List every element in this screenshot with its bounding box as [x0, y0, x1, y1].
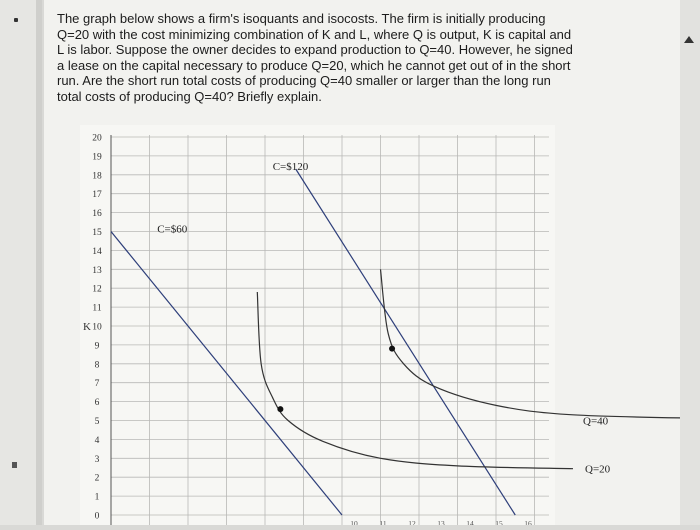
y-tick-label: 18	[92, 171, 102, 181]
y-tick-label: 15	[92, 228, 102, 238]
y-tick-label: 2	[95, 474, 100, 484]
y-tick-label: 13	[92, 266, 102, 276]
y-tick-label: 9	[95, 341, 100, 351]
y-tick-label: 7	[95, 379, 100, 389]
x-tick-label: 12	[408, 519, 416, 525]
isoquant-label: Q=40	[583, 416, 609, 428]
chart: 0 1 2 3 4 5 6 7 8 9 10 11 12 13 14 15 16 17 18 19 20 K 10 11 12 1…	[44, 125, 700, 528]
y-tick-label: 20	[92, 134, 102, 144]
y-tick-label: 14	[92, 247, 102, 257]
y-tick-label: 19	[92, 152, 102, 162]
scroll-up-icon[interactable]	[684, 36, 694, 43]
page-margin	[0, 0, 42, 525]
isoquant-curve	[379, 269, 700, 419]
x-tick-label: 10	[350, 519, 358, 525]
y-tick-label: 11	[92, 304, 101, 314]
y-axis-label: K	[83, 321, 91, 333]
isocost-line	[110, 231, 343, 516]
x-tick-label: 14	[466, 519, 474, 525]
scroll-marker	[12, 462, 17, 468]
bullet-marker	[14, 18, 18, 22]
y-tick-label: 16	[92, 209, 102, 219]
x-tick-label: 15	[495, 519, 503, 525]
y-tick-label: 1	[95, 493, 100, 503]
right-scrollbar[interactable]	[680, 0, 700, 525]
isocost-label: C=$60	[157, 224, 188, 236]
y-tick-label: 4	[95, 436, 100, 446]
y-tick-label: 6	[95, 398, 100, 408]
isoquant-label: Q=20	[585, 464, 611, 476]
question-text: The graph below shows a firm's isoquants…	[57, 11, 573, 104]
y-tick-label: 5	[95, 417, 100, 427]
y-tick-label: 10	[92, 323, 102, 333]
x-tick-label: 13	[437, 519, 445, 525]
y-tick-label: 3	[95, 455, 100, 465]
isocost-label: C=$120	[273, 161, 309, 173]
y-tick-label: 17	[92, 190, 102, 200]
y-tick-label: 8	[95, 360, 100, 370]
isoquant-curve	[256, 291, 574, 470]
grid	[110, 135, 549, 525]
x-tick-label: 16	[524, 519, 532, 525]
left-scrollbar[interactable]	[36, 0, 42, 525]
x-tick-label: 11	[379, 519, 386, 525]
isocost-line	[295, 168, 516, 516]
y-tick-label: 12	[92, 285, 102, 295]
y-tick-label: 0	[95, 512, 100, 522]
tangency-point	[389, 345, 396, 352]
tangency-point	[277, 406, 284, 413]
